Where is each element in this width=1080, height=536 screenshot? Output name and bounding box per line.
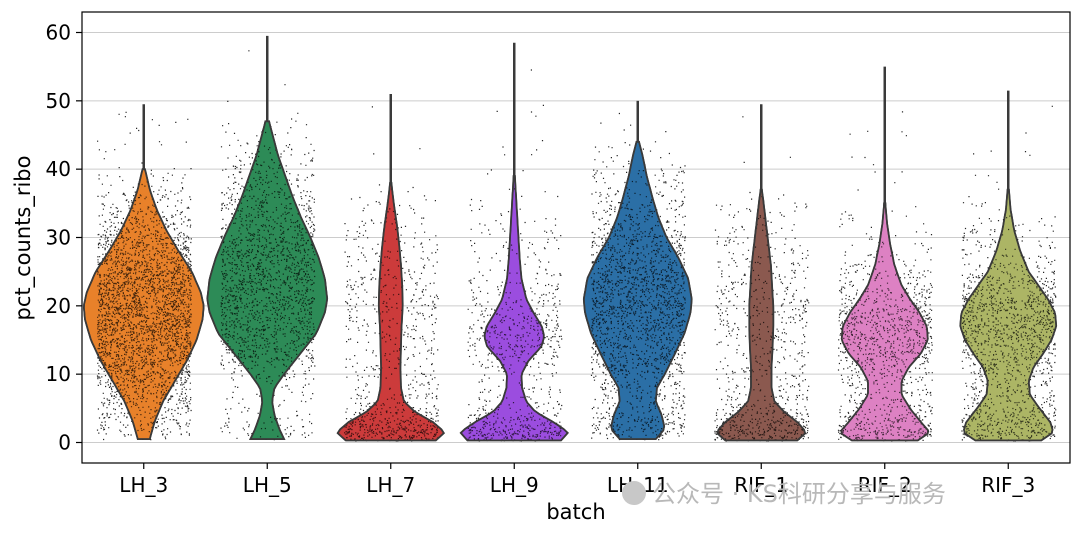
y-tick-label-0: 0 <box>58 431 71 455</box>
points-RIF_3 <box>961 105 1057 442</box>
y-tick-label-20: 20 <box>46 294 71 318</box>
x-tick-label-LH_5: LH_5 <box>243 473 292 497</box>
violin-outline-RIF_1 <box>716 188 807 442</box>
x-tick-label-RIF_3: RIF_3 <box>981 473 1035 497</box>
y-tick-label-10: 10 <box>46 362 71 386</box>
x-tick-label-LH_9: LH_9 <box>490 473 539 497</box>
x-tick-label-RIF_2: RIF_2 <box>858 473 912 497</box>
violin-outline-LH_3 <box>83 168 205 440</box>
violin-outline-LH_11 <box>582 141 693 440</box>
points-RIF_1 <box>714 116 810 442</box>
violin-outline-LH_5 <box>206 120 329 440</box>
points-LH_3 <box>96 111 192 441</box>
watermark: 公众号 · KS科研分享与服务 <box>622 474 946 509</box>
wechat-icon <box>622 481 646 505</box>
y-tick-label-60: 60 <box>46 21 71 45</box>
x-axis-label: batch <box>546 500 605 524</box>
violins <box>82 35 1058 442</box>
violin-outline-RIF_2 <box>840 202 929 442</box>
x-tick-label-RIF_1: RIF_1 <box>734 473 788 497</box>
points-LH_5 <box>220 50 316 441</box>
violin-outline-LH_9 <box>459 175 569 442</box>
watermark-text: 公众号 · KS科研分享与服务 <box>652 480 946 508</box>
x-tick-label-LH_3: LH_3 <box>119 473 168 497</box>
y-axis-label: pct_counts_ribo <box>11 156 36 321</box>
x-tick-label-LH_7: LH_7 <box>366 473 415 497</box>
points-LH_11 <box>590 112 686 441</box>
violin-outline-LH_7 <box>336 182 445 442</box>
y-tick-label-40: 40 <box>46 157 71 181</box>
points-LH_7 <box>343 106 439 442</box>
y-axis: 0 10 20 30 40 50 60 <box>46 21 82 455</box>
y-tick-label-50: 50 <box>46 89 71 113</box>
violin-outline-RIF_3 <box>959 188 1058 442</box>
y-tick-label-30: 30 <box>46 226 71 250</box>
